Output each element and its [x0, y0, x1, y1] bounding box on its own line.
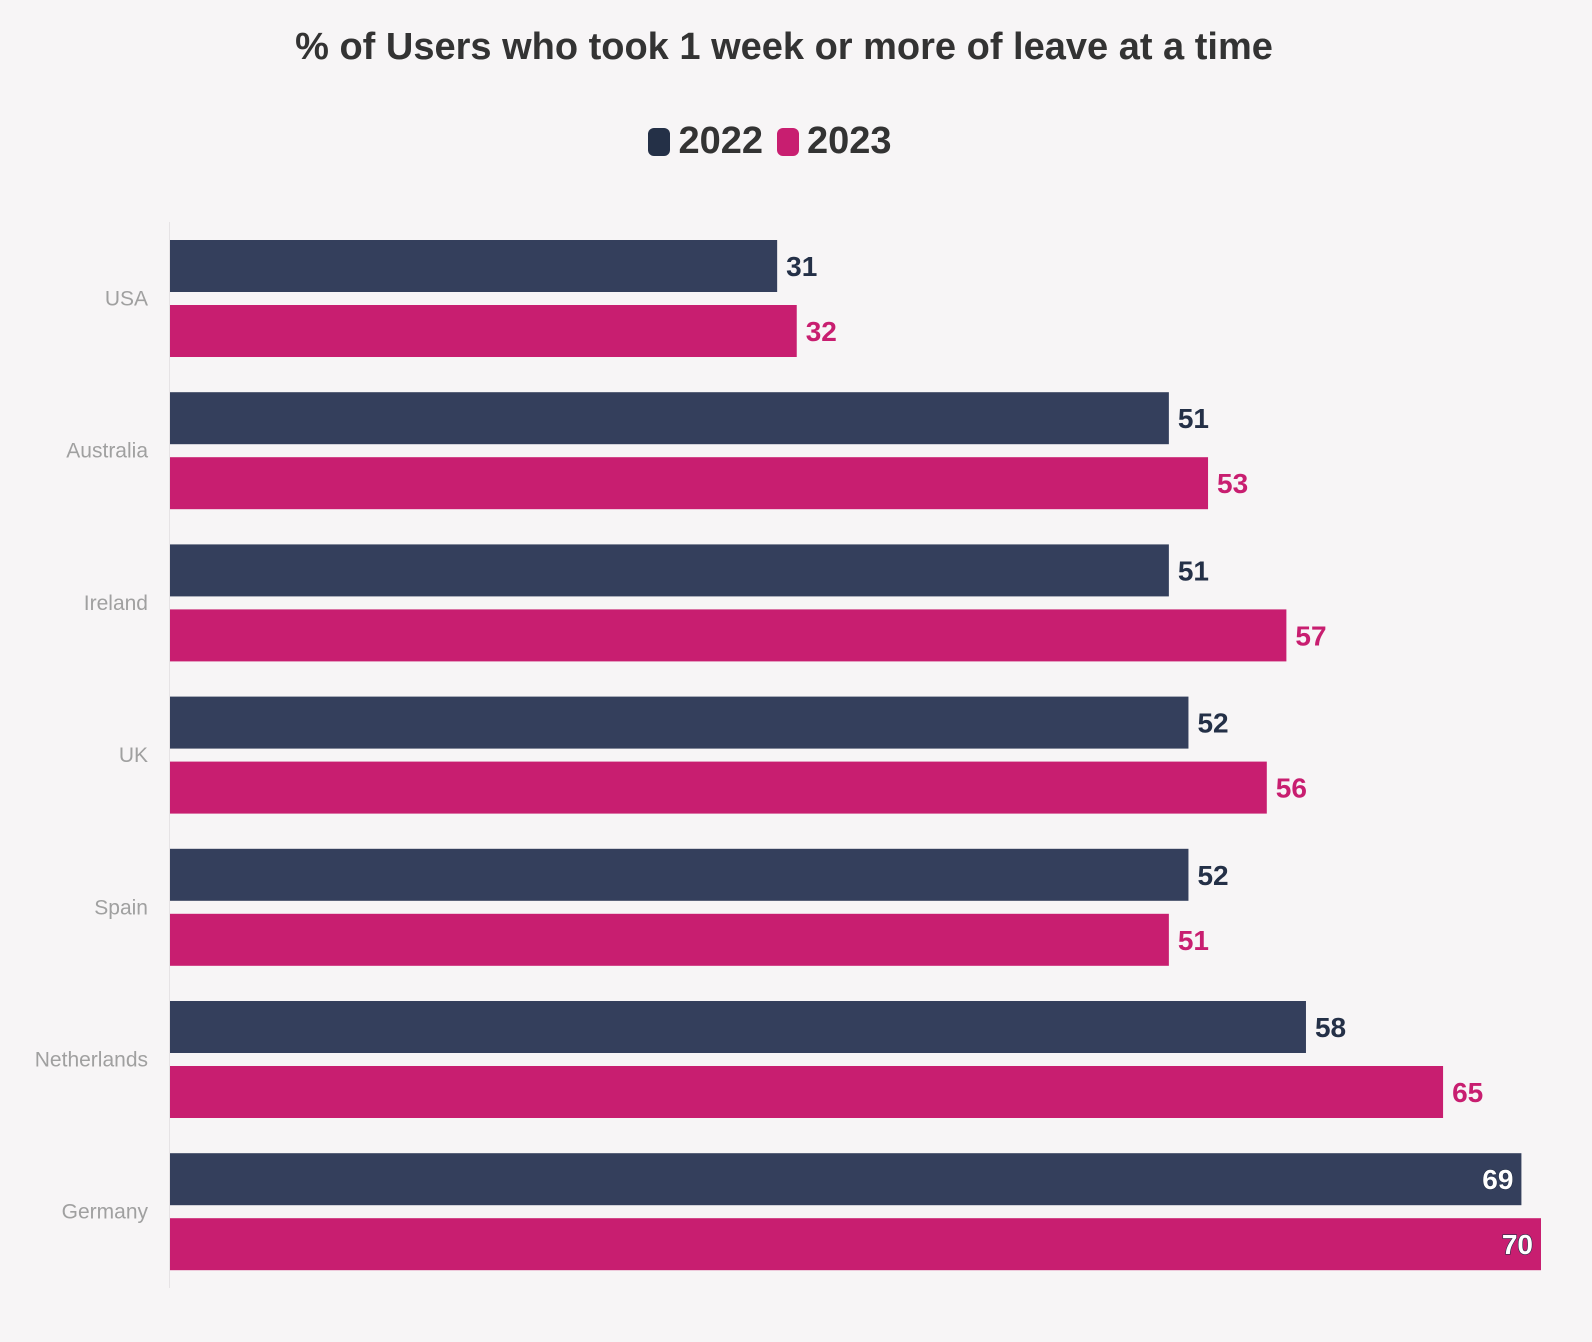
data-label-2023: 32 [806, 316, 837, 347]
bar-2023[interactable] [170, 761, 1267, 814]
legend-label-2022: 2022 [678, 120, 763, 162]
category-label: Ireland [84, 592, 148, 615]
bar-2023[interactable] [170, 457, 1209, 510]
category-label: Spain [94, 896, 148, 919]
legend-label-2023: 2023 [807, 120, 892, 162]
bar-2023[interactable] [170, 1218, 1541, 1271]
category-label: UK [119, 744, 148, 767]
data-label-2022: 69 [1482, 1164, 1513, 1195]
data-label-2023: 53 [1217, 468, 1248, 499]
legend-item-2023[interactable]: 2023 [777, 120, 892, 163]
bar-2023[interactable] [170, 305, 797, 357]
category-label: Germany [62, 1201, 149, 1224]
bar-2022[interactable] [170, 1153, 1522, 1206]
data-label-2022: 52 [1197, 860, 1228, 891]
bar-2022[interactable] [170, 544, 1169, 597]
category-label: Australia [66, 440, 148, 463]
bar-2022[interactable] [170, 1001, 1306, 1053]
bar-2022[interactable] [170, 848, 1189, 901]
data-label-2022: 58 [1315, 1012, 1346, 1043]
legend-item-2022[interactable]: 2022 [648, 120, 763, 163]
data-label-2022: 31 [786, 251, 817, 282]
bar-2023[interactable] [170, 609, 1287, 662]
data-label-2022: 51 [1178, 555, 1209, 586]
bar-2023[interactable] [170, 1066, 1444, 1118]
data-label-2022: 52 [1197, 708, 1228, 739]
data-label-2023: 65 [1452, 1077, 1483, 1108]
category-label: USA [105, 288, 148, 311]
data-label-2023: 51 [1178, 925, 1209, 956]
legend-swatch-2022 [648, 127, 671, 156]
data-label-2023: 56 [1276, 773, 1307, 804]
category-label: Netherlands [35, 1049, 148, 1072]
data-label-2023: 70 [1502, 1229, 1533, 1260]
bar-2022[interactable] [170, 696, 1189, 749]
legend: 2022 2023 [0, 120, 1540, 163]
data-label-2022: 51 [1178, 403, 1209, 434]
bar-2022[interactable] [170, 392, 1169, 445]
bar-2022[interactable] [170, 240, 778, 292]
legend-swatch-2023 [777, 127, 799, 156]
data-label-2023: 57 [1295, 620, 1326, 651]
bar-2023[interactable] [170, 913, 1169, 966]
chart-title: % of Users who took 1 week or more of le… [295, 26, 1273, 68]
